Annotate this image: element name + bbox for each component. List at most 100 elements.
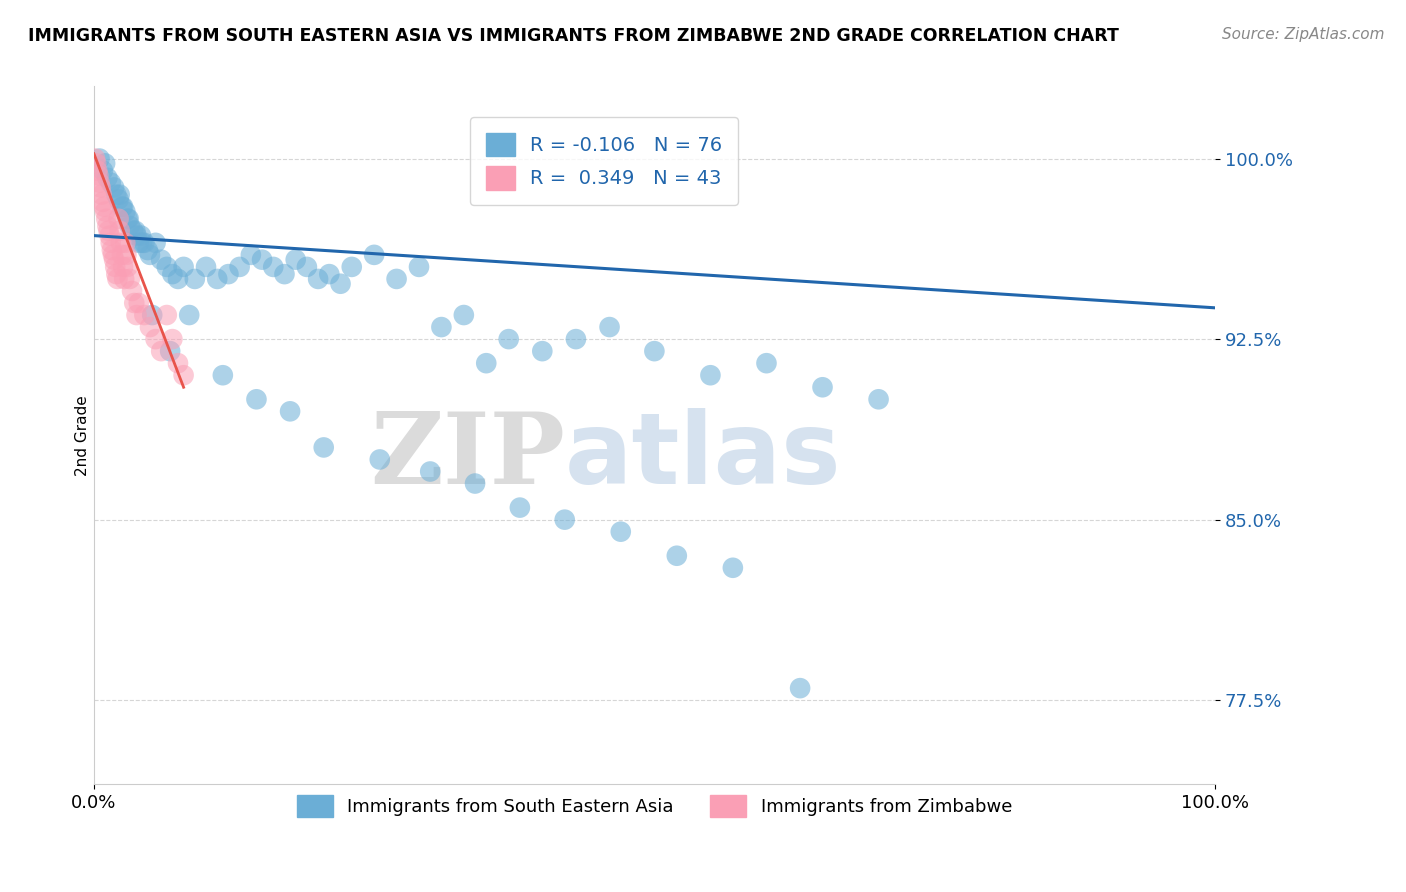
Point [94, 156, 117, 170]
Point [159, 344, 181, 359]
Point [93, 200, 115, 214]
Point [125, 228, 148, 243]
Point [368, 452, 391, 467]
Point [610, 524, 633, 539]
Point [162, 267, 184, 281]
Point [295, 260, 318, 274]
Point [318, 267, 340, 281]
Point [89, 176, 111, 190]
Point [101, 243, 124, 257]
Point [94, 204, 117, 219]
Point [128, 235, 150, 250]
Point [179, 308, 201, 322]
Point [87, 169, 110, 183]
Text: IMMIGRANTS FROM SOUTH EASTERN ASIA VS IMMIGRANTS FROM ZIMBABWE 2ND GRADE CORRELA: IMMIGRANTS FROM SOUTH EASTERN ASIA VS IM… [28, 27, 1119, 45]
Point [100, 235, 122, 250]
Point [262, 260, 284, 274]
Point [150, 252, 173, 267]
Point [273, 267, 295, 281]
Point [108, 187, 131, 202]
Point [112, 260, 135, 274]
Point [141, 308, 163, 322]
Point [131, 235, 153, 250]
Point [250, 252, 273, 267]
Point [789, 681, 811, 695]
Point [112, 272, 135, 286]
Point [554, 513, 576, 527]
Point [228, 260, 250, 274]
Point [868, 392, 890, 407]
Point [128, 296, 150, 310]
Point [91, 163, 114, 178]
Y-axis label: 2nd Grade: 2nd Grade [76, 395, 90, 475]
Point [84, 152, 107, 166]
Point [134, 235, 156, 250]
Point [117, 260, 139, 274]
Point [167, 356, 190, 370]
Point [103, 252, 125, 267]
Point [107, 272, 129, 286]
Point [475, 356, 498, 370]
Legend: Immigrants from South Eastern Asia, Immigrants from Zimbabwe: Immigrants from South Eastern Asia, Immi… [290, 788, 1019, 824]
Point [150, 344, 173, 359]
Point [239, 248, 262, 262]
Point [105, 267, 128, 281]
Point [162, 332, 184, 346]
Point [105, 187, 128, 202]
Point [114, 235, 136, 250]
Point [96, 211, 118, 226]
Point [665, 549, 688, 563]
Point [110, 235, 132, 250]
Point [118, 211, 141, 226]
Point [107, 193, 129, 207]
Point [145, 332, 167, 346]
Point [139, 320, 162, 334]
Point [385, 272, 408, 286]
Point [464, 476, 486, 491]
Point [114, 204, 136, 219]
Point [96, 170, 118, 185]
Point [91, 194, 114, 209]
Point [86, 163, 108, 178]
Text: Source: ZipAtlas.com: Source: ZipAtlas.com [1222, 27, 1385, 42]
Point [98, 228, 121, 243]
Point [145, 235, 167, 250]
Point [329, 277, 352, 291]
Point [89, 152, 111, 166]
Point [118, 272, 141, 286]
Point [121, 284, 143, 298]
Point [97, 224, 120, 238]
Point [811, 380, 834, 394]
Point [184, 272, 207, 286]
Text: ZIP: ZIP [370, 408, 565, 505]
Point [531, 344, 554, 359]
Text: atlas: atlas [565, 408, 841, 505]
Point [284, 252, 307, 267]
Point [134, 308, 156, 322]
Point [115, 248, 138, 262]
Point [599, 320, 621, 334]
Point [167, 272, 190, 286]
Point [96, 219, 118, 233]
Point [755, 356, 778, 370]
Point [307, 272, 329, 286]
Point [125, 308, 148, 322]
Point [118, 219, 141, 233]
Point [156, 260, 179, 274]
Point [699, 368, 721, 383]
Point [124, 296, 146, 310]
Point [111, 200, 134, 214]
Point [111, 248, 134, 262]
Point [207, 272, 229, 286]
Point [117, 211, 139, 226]
Point [139, 248, 162, 262]
Point [643, 344, 665, 359]
Point [340, 260, 363, 274]
Point [195, 260, 218, 274]
Point [104, 260, 127, 274]
Point [108, 224, 131, 238]
Point [107, 211, 129, 226]
Point [453, 308, 475, 322]
Point [124, 224, 146, 238]
Point [565, 332, 588, 346]
